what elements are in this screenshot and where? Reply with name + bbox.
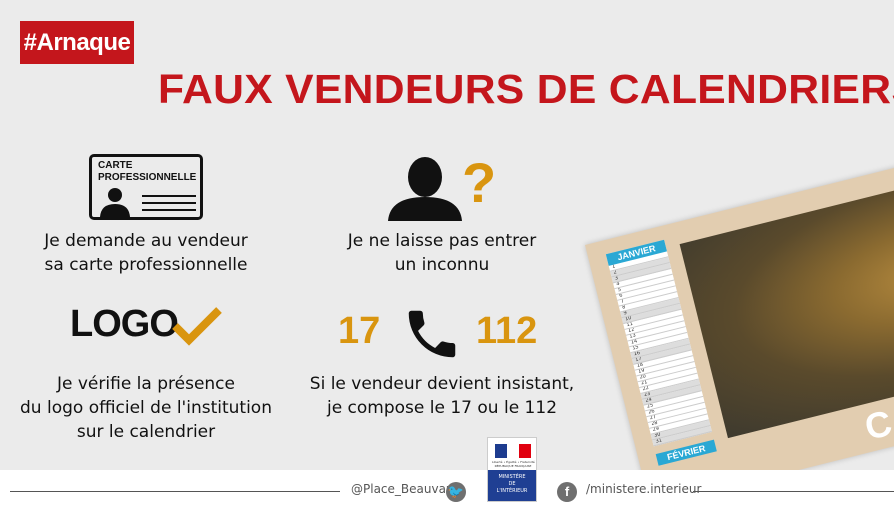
tip-unknown-caption: Je ne laisse pas entrer un inconnu bbox=[292, 229, 592, 277]
facebook-page[interactable]: /ministere.interieur bbox=[586, 482, 702, 496]
caption-line: un inconnu bbox=[394, 255, 490, 275]
unknown-person-icon bbox=[388, 157, 462, 221]
emergency-number: 112 bbox=[476, 310, 538, 352]
tip-card-caption: Je demande au vendeur sa carte professio… bbox=[0, 229, 296, 277]
tip-logo-caption: Je vérifie la présence du logo officiel … bbox=[0, 372, 296, 444]
phone-icon bbox=[408, 310, 456, 358]
person-icon bbox=[100, 188, 130, 217]
twitter-handle[interactable]: @Place_Beauvau bbox=[351, 482, 454, 496]
facebook-icon[interactable]: f bbox=[557, 482, 577, 502]
republic-text: Liberté • Égalité • Fraternité RÉPUBLIQU… bbox=[492, 460, 535, 468]
divider bbox=[693, 491, 894, 492]
logo-word: LOGO bbox=[70, 303, 179, 345]
caption-line: sur le calendrier bbox=[76, 422, 216, 442]
divider bbox=[10, 491, 340, 492]
caption-line: sa carte professionnelle bbox=[44, 255, 248, 275]
twitter-icon[interactable]: 🐦 bbox=[446, 482, 466, 502]
footer: @Place_Beauvau 🐦 f /ministere.interieur bbox=[0, 470, 894, 512]
cat-photo bbox=[679, 161, 894, 439]
caption-line: Je vérifie la présence bbox=[57, 374, 235, 394]
card-title: CARTE PROFESSIONNELLE bbox=[98, 160, 197, 183]
police-number: 17 bbox=[338, 310, 381, 352]
ministry-logo: Liberté • Égalité • Fraternité RÉPUBLIQU… bbox=[487, 437, 537, 502]
caption-line: je compose le 17 ou le 112 bbox=[326, 398, 558, 418]
page-title: FAUX VENDEURS DE CALENDRIERS bbox=[158, 66, 894, 112]
caption-line: Si le vendeur devient insistant, bbox=[309, 374, 575, 394]
card-line bbox=[142, 202, 196, 204]
ministry-name: MINISTÈRE DE L'INTÉRIEUR bbox=[488, 470, 536, 501]
caption-line: Je demande au vendeur bbox=[44, 231, 248, 251]
professional-card-icon: CARTE PROFESSIONNELLE bbox=[89, 154, 203, 220]
question-mark-icon: ? bbox=[462, 151, 497, 214]
calendar-illustration: JANVIER 1 2 3 4 5 6 7 8 9 10 11 12 13 14 15 16 17 18 19 20 2… bbox=[585, 143, 894, 507]
caption-line: Je ne laisse pas entrer bbox=[347, 231, 537, 251]
check-icon bbox=[172, 307, 222, 346]
hashtag-badge: #Arnaque bbox=[20, 21, 134, 64]
marianne-flag-icon bbox=[495, 444, 531, 458]
caption-line: du logo officiel de l'institution bbox=[20, 398, 272, 418]
card-line bbox=[142, 195, 196, 197]
tip-phone-caption: Si le vendeur devient insistant, je comp… bbox=[292, 372, 592, 420]
card-line bbox=[142, 209, 196, 211]
